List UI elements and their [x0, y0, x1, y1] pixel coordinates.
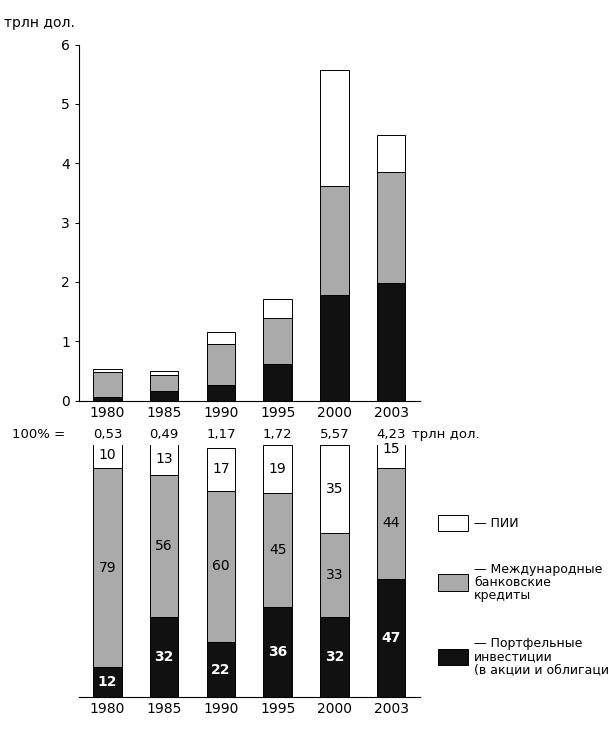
Text: 32: 32	[325, 650, 344, 664]
Text: 44: 44	[382, 516, 400, 531]
Text: 45: 45	[269, 543, 286, 557]
Bar	[320, 617, 348, 697]
Text: 56: 56	[156, 539, 173, 553]
Bar	[263, 318, 292, 364]
Text: инвестиции: инвестиции	[474, 650, 553, 663]
Bar	[320, 445, 348, 533]
Text: 0,53: 0,53	[92, 427, 122, 441]
Bar	[320, 533, 348, 617]
Bar	[93, 468, 122, 667]
Bar	[207, 490, 235, 642]
Bar	[150, 375, 178, 391]
Text: банковские: банковские	[474, 576, 551, 589]
Text: 100% =: 100% =	[12, 427, 65, 441]
Bar	[377, 172, 406, 283]
Bar	[263, 364, 292, 401]
Text: 22: 22	[211, 663, 230, 677]
Text: 12: 12	[98, 675, 117, 689]
Bar	[263, 493, 292, 607]
Text: 32: 32	[154, 650, 174, 664]
Text: — Международные: — Международные	[474, 562, 603, 576]
Text: 19: 19	[269, 462, 286, 476]
Bar	[320, 70, 348, 186]
Text: 1,17: 1,17	[206, 427, 236, 441]
Text: (в акции и облигации): (в акции и облигации)	[474, 663, 608, 677]
Bar	[320, 295, 348, 401]
Bar	[150, 443, 178, 476]
Bar	[263, 607, 292, 697]
Text: — ПИИ: — ПИИ	[474, 516, 519, 530]
Bar	[377, 468, 406, 579]
Bar	[93, 443, 122, 468]
Text: 17: 17	[212, 462, 230, 476]
Bar	[207, 447, 235, 490]
Bar	[263, 298, 292, 318]
Bar	[377, 134, 406, 172]
Text: 10: 10	[98, 448, 116, 462]
Bar	[93, 397, 122, 401]
Text: кредиты: кредиты	[474, 589, 531, 603]
Bar	[320, 186, 348, 295]
Text: 5,57: 5,57	[320, 427, 349, 441]
Bar	[263, 445, 292, 493]
Text: 15: 15	[382, 442, 400, 456]
Text: 47: 47	[381, 631, 401, 646]
Text: 79: 79	[98, 560, 116, 574]
Bar	[150, 371, 178, 375]
Bar	[93, 667, 122, 697]
Bar	[150, 476, 178, 617]
Bar	[207, 642, 235, 697]
Text: 33: 33	[326, 568, 343, 582]
Bar	[150, 617, 178, 697]
Bar	[207, 344, 235, 385]
Text: трлн дол.: трлн дол.	[4, 16, 75, 30]
Text: 36: 36	[268, 645, 287, 659]
Text: 13: 13	[156, 452, 173, 466]
Bar	[377, 283, 406, 401]
Bar	[377, 430, 406, 468]
Text: 35: 35	[326, 482, 343, 496]
Bar	[207, 385, 235, 401]
Text: — Портфельные: — Портфельные	[474, 637, 582, 650]
Bar	[93, 369, 122, 372]
Text: трлн дол.: трлн дол.	[412, 427, 480, 441]
Text: 1,72: 1,72	[263, 427, 292, 441]
Bar	[207, 332, 235, 344]
Bar	[93, 372, 122, 397]
Text: 4,23: 4,23	[376, 427, 406, 441]
Bar	[150, 391, 178, 401]
Text: 60: 60	[212, 559, 230, 574]
Text: 0,49: 0,49	[150, 427, 179, 441]
Bar	[377, 579, 406, 697]
